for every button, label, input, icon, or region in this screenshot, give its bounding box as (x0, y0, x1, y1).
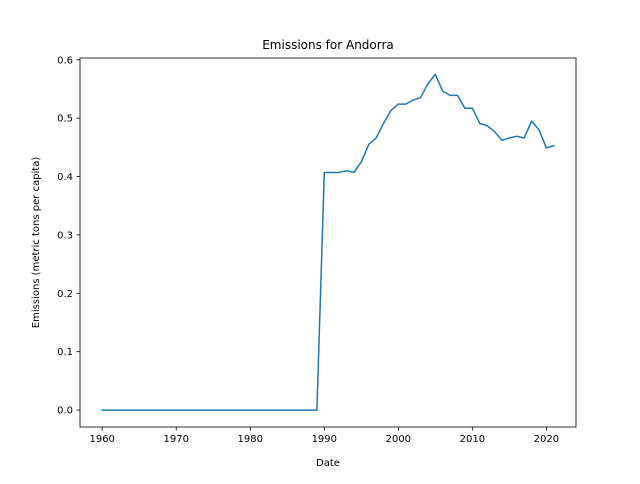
y-tick-label: 0.4 (57, 172, 73, 183)
y-tick-label: 0.1 (57, 347, 73, 358)
y-tick-label: 0.5 (57, 114, 73, 125)
x-tick-label: 1960 (89, 434, 114, 445)
x-tick-label: 2000 (386, 434, 411, 445)
x-tick-label: 2020 (534, 434, 559, 445)
y-axis-label: Emissions (metric tons per capita) (31, 157, 42, 329)
x-tick-label: 2010 (460, 434, 485, 445)
x-axis-label: Date (316, 458, 340, 469)
plot-area-background (80, 58, 576, 427)
y-tick-label: 0.6 (57, 55, 73, 66)
emissions-series-line (101, 73, 555, 411)
x-tick-label: 1980 (238, 434, 263, 445)
y-tick-label: 0.3 (57, 230, 73, 241)
x-tick-label: 1990 (312, 434, 337, 445)
plot-frame (79, 57, 577, 428)
y-tick-label: 0.0 (57, 406, 73, 417)
x-tick-label: 1970 (164, 434, 189, 445)
chart-title: Emissions for Andorra (262, 38, 394, 52)
x-axis-ticks: 1960 1970 1980 1990 2000 2010 2020 (89, 427, 559, 445)
y-axis-ticks: 0.0 0.1 0.2 0.3 0.4 0.5 0.6 (57, 55, 80, 417)
series-layer (101, 73, 555, 411)
y-tick-label: 0.2 (57, 289, 73, 300)
